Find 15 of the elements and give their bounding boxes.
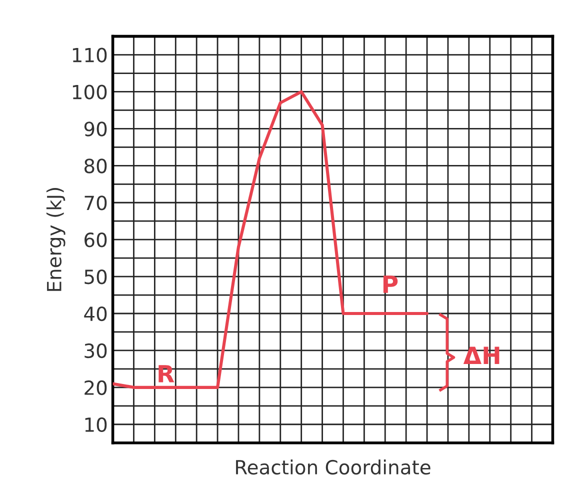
y-tick-label: 80 xyxy=(84,158,107,174)
x-axis-title: Reaction Coordinate xyxy=(236,460,430,475)
y-axis-title: Energy (kJ) xyxy=(46,188,66,291)
y-tick-label: 70 xyxy=(84,196,107,210)
y-tick-label: 90 xyxy=(84,122,107,136)
y-tick-label: 50 xyxy=(84,269,107,284)
line-series xyxy=(112,90,429,389)
annotation: R xyxy=(158,365,174,382)
y-tick-label: 40 xyxy=(84,306,107,322)
y-tick-label: 10 xyxy=(85,417,107,432)
y-tick-label: 110 xyxy=(72,48,107,62)
y-tick-label: 20 xyxy=(84,380,107,396)
y-tick-label: 30 xyxy=(84,343,107,358)
y-tick-label: 100 xyxy=(72,84,107,100)
y-tick-label: 60 xyxy=(84,232,107,248)
